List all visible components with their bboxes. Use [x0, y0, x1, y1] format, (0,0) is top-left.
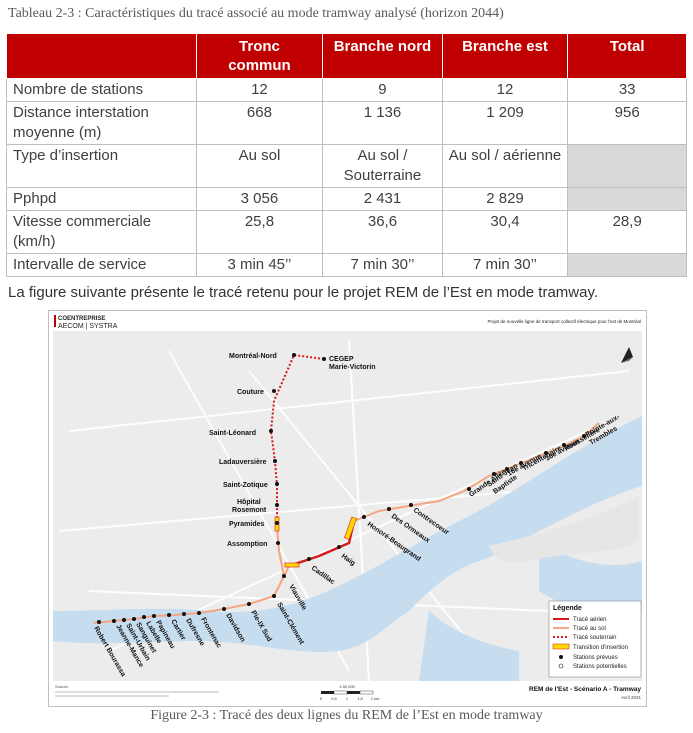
- table-header-row: Tronc commun Branche nord Branche est Tot…: [6, 33, 687, 79]
- map-header-title: Projet de nouvelle ligne de transport co…: [488, 319, 641, 324]
- map-legend: Légende Tracé aérien Tracé au sol Tracé …: [548, 600, 642, 678]
- cell: 956: [567, 101, 687, 145]
- cell: 36,6: [322, 210, 443, 254]
- header-cell-empty: [6, 33, 197, 79]
- row-label: Intervalle de service: [6, 253, 197, 277]
- transition-marker: [343, 516, 357, 540]
- brand-line2: AECOM | SYSTRA: [58, 323, 118, 330]
- station-label: Marie-Victorin: [329, 364, 376, 371]
- cell: Au sol / Souterraine: [322, 144, 443, 188]
- station-label: Assomption: [227, 541, 267, 548]
- station-label: Saint-Léonard: [209, 430, 256, 437]
- cell: 1 209: [441, 101, 569, 145]
- row-label: Type d’insertion: [6, 144, 197, 188]
- north-stations: [269, 353, 326, 545]
- cell: 1 136: [322, 101, 443, 145]
- scale-label: 0,5: [331, 696, 337, 701]
- cell-empty-grey: [567, 187, 687, 211]
- water-bay: [419, 611, 519, 681]
- north-arrow-icon: [621, 347, 633, 363]
- water-channel: [539, 541, 642, 615]
- table-row: Pphpd 3 056 2 431 2 829: [6, 187, 687, 211]
- legend-title: Légende: [553, 605, 582, 612]
- legend-item: Stations potentielles: [573, 664, 627, 670]
- river-water: [53, 416, 642, 653]
- characteristics-table: Tronc commun Branche nord Branche est Tot…: [6, 33, 687, 277]
- transition-marker: [284, 562, 300, 568]
- cell: 30,4: [441, 210, 569, 254]
- cell: 3 min 45’’: [195, 253, 324, 277]
- table-row: Vitesse commerciale (km/h) 25,8 36,6 30,…: [6, 210, 687, 254]
- north-branch-ground: [276, 525, 285, 577]
- scale-label: 1,5: [357, 696, 363, 701]
- east-stations: [307, 434, 586, 561]
- north-branch-tunnel: [269, 353, 325, 526]
- header-cell-branche-nord: Branche nord: [322, 33, 443, 79]
- scale-ratio: 1:30 000: [339, 684, 355, 689]
- station-label: Hôpital: [237, 499, 261, 506]
- scale-label: 0: [320, 696, 323, 701]
- trunk-stations: [97, 574, 286, 624]
- cell: 12: [195, 78, 324, 102]
- legend-item: Tracé souterrain: [573, 635, 616, 641]
- cell: 25,8: [195, 210, 324, 254]
- legend-item: Transition d'insertion: [573, 645, 628, 651]
- cell-empty-grey: [567, 144, 687, 188]
- cell: 12: [441, 78, 569, 102]
- station-label: Rosemont: [232, 507, 267, 514]
- map-footer-title: REM de l'Est - Scénario A - Tramway: [529, 686, 641, 693]
- scale-bar: [321, 690, 374, 695]
- station-label: Ladauversière: [219, 459, 267, 466]
- cell: 668: [195, 101, 324, 145]
- legend-item: Tracé aérien: [573, 617, 606, 623]
- brand-bar: [54, 315, 56, 327]
- table-caption: Tableau 2-3 : Caractéristiques du tracé …: [8, 6, 504, 21]
- cell: 7 min 30’’: [322, 253, 443, 277]
- cell-empty-grey: [567, 253, 687, 277]
- header-cell-branche-est: Branche est: [441, 33, 569, 79]
- station-label: Couture: [237, 389, 264, 396]
- station-label: Saint-Zotique: [223, 482, 268, 489]
- map-footer-date: Avril 2021: [621, 695, 641, 700]
- cell: 9: [322, 78, 443, 102]
- cell: Au sol / aérienne: [441, 144, 569, 188]
- legend-item: Tracé au sol: [573, 626, 606, 632]
- table-row: Type d’insertion Au sol Au sol / Souterr…: [6, 144, 687, 188]
- cell: 7 min 30’’: [441, 253, 569, 277]
- table-row: Distance interstation moyenne (m) 668 1 …: [6, 101, 687, 145]
- cell: 28,9: [567, 210, 687, 254]
- row-label: Distance interstation moyenne (m): [6, 101, 197, 145]
- row-label: Vitesse commerciale (km/h): [6, 210, 197, 254]
- station-label: Montréal-Nord: [229, 353, 277, 360]
- scale-label: 1: [346, 696, 349, 701]
- east-branch-ground: [353, 422, 600, 522]
- table-row: Intervalle de service 3 min 45’’ 7 min 3…: [6, 253, 687, 277]
- row-label: Nombre de stations: [6, 78, 197, 102]
- row-label: Pphpd: [6, 187, 197, 211]
- intro-paragraph: La figure suivante présente le tracé ret…: [8, 284, 599, 301]
- route-map: COENTREPRISE AECOM | SYSTRA Projet de no…: [48, 310, 647, 707]
- station-label: CEGEP: [329, 356, 354, 363]
- cell: Au sol: [195, 144, 324, 188]
- header-cell-total: Total: [567, 33, 687, 79]
- scale-label: 2 km: [371, 696, 380, 701]
- header-cell-tronc-commun: Tronc commun: [195, 33, 324, 79]
- cell: 33: [567, 78, 687, 102]
- cell: 2 431: [322, 187, 443, 211]
- station-label: Pyramides: [229, 521, 265, 528]
- cell: 3 056: [195, 187, 324, 211]
- cell: 2 829: [441, 187, 569, 211]
- island: [489, 496, 639, 563]
- brand-line1: COENTREPRISE: [58, 316, 105, 322]
- legend-item: Stations prévues: [573, 655, 618, 661]
- map-source: Source:: [55, 684, 69, 689]
- figure-caption: Figure 2-3 : Tracé des deux lignes du RE…: [150, 708, 543, 723]
- table-row: Nombre de stations 12 9 12 33: [6, 78, 687, 102]
